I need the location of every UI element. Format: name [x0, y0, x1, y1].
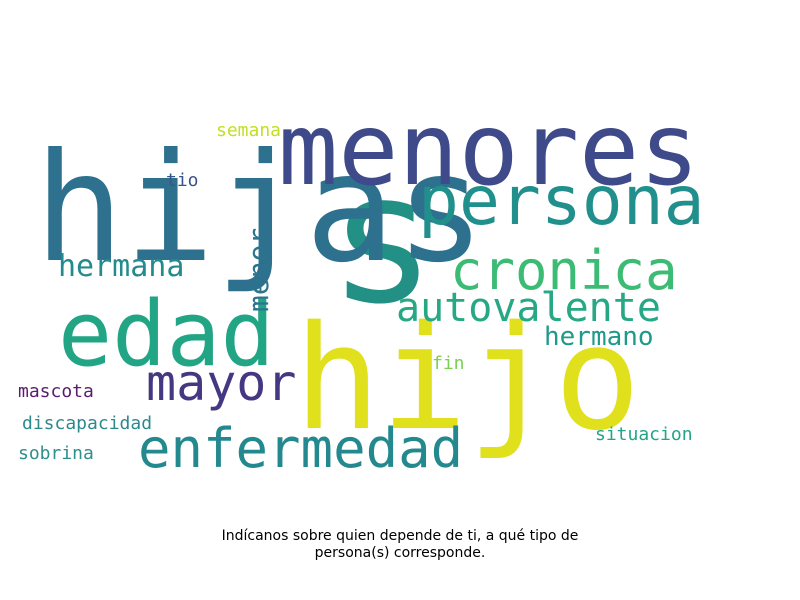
caption-line-2: persona(s) corresponde.	[314, 545, 486, 561]
word-persona: persona	[418, 162, 705, 241]
caption-line-1: Indícanos sobre quien depende de ti, a q…	[221, 528, 579, 544]
word-s: s	[328, 135, 437, 344]
word-situacion: situacion	[595, 424, 693, 445]
word-mascota: mascota	[18, 381, 94, 402]
word-hijo: hijo	[294, 294, 641, 462]
word-fin: fin	[432, 353, 465, 374]
word-hermano: hermano	[544, 322, 654, 352]
word-hermana: hermana	[58, 249, 185, 284]
caption: Indícanos sobre quien depende de ti, a q…	[150, 528, 650, 562]
word-enfermedad: enfermedad	[138, 417, 464, 480]
word-tio: tio	[166, 170, 199, 191]
word-sobrina: sobrina	[18, 443, 94, 464]
word-cronica: cronica	[450, 239, 678, 302]
word-hijas: hijas	[34, 122, 486, 296]
word-edad: edad	[58, 282, 275, 387]
word-semana: semana	[216, 120, 282, 141]
word-menor: menor	[242, 227, 275, 312]
word-mayor: mayor	[146, 354, 297, 412]
word-discapacidad: discapacidad	[22, 413, 153, 434]
word-menores: menores	[278, 91, 700, 208]
word-autovalente: autovalente	[396, 285, 661, 331]
